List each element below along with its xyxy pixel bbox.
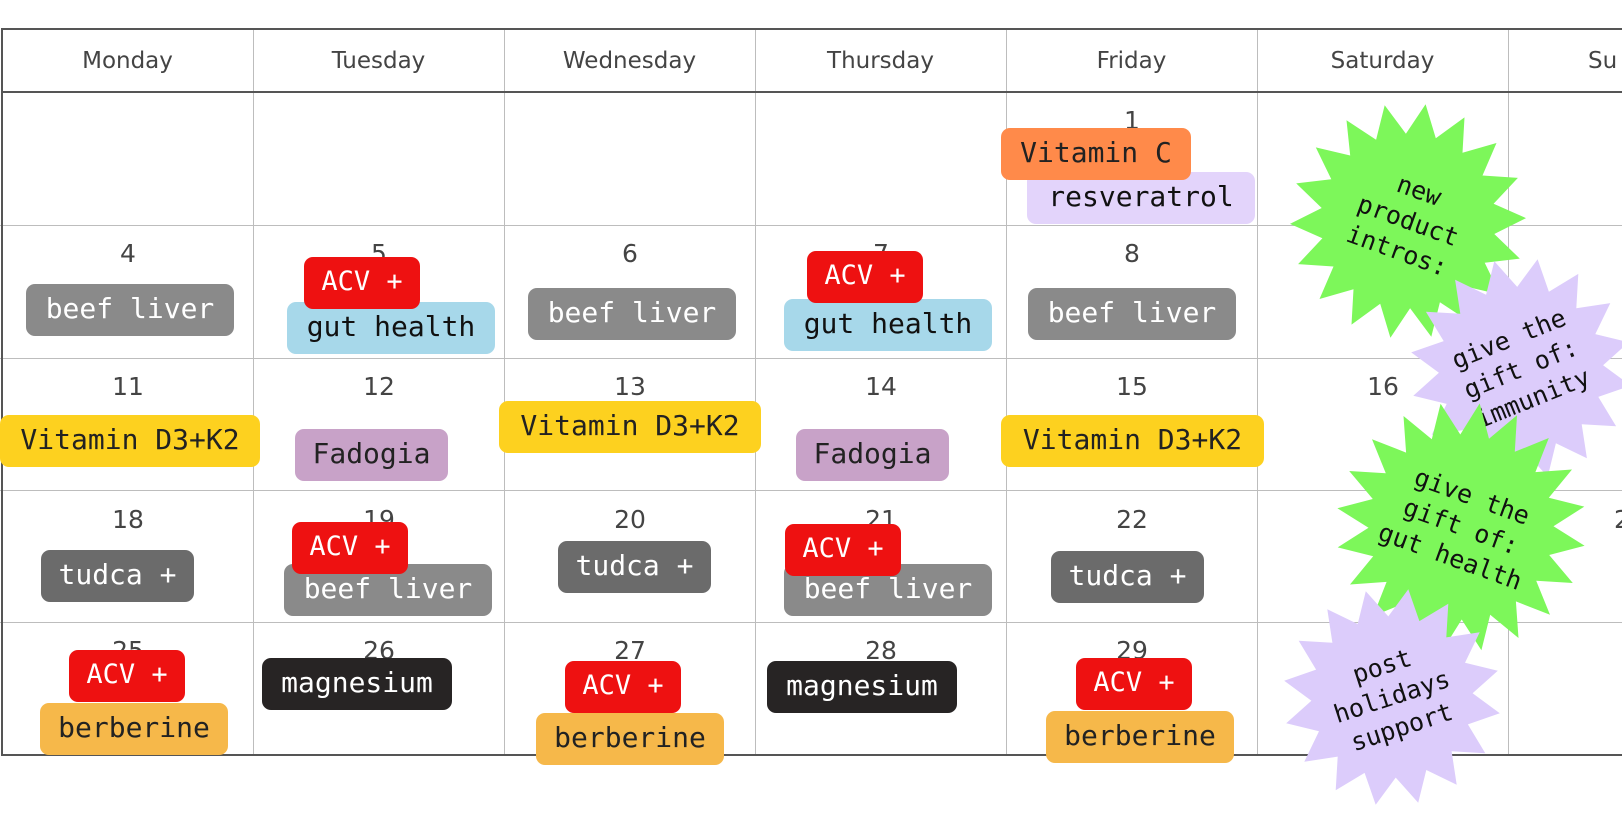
event-beef-liver[interactable]: beef liver: [1028, 288, 1236, 340]
event-tudca[interactable]: tudca +: [1051, 551, 1204, 603]
event-gut-health[interactable]: gut health: [287, 302, 495, 354]
calendar-frame: [1, 28, 1622, 756]
day-number: 15: [1116, 372, 1148, 401]
event-acv[interactable]: ACV +: [785, 524, 901, 576]
day-header-friday: Friday: [1096, 48, 1167, 74]
day-number: 16: [1367, 372, 1399, 401]
event-acv[interactable]: ACV +: [565, 661, 681, 713]
day-number: 4: [120, 239, 136, 268]
header-divider: [1, 91, 1622, 93]
grid-line: [0, 358, 1622, 359]
starburst-shape: [1284, 589, 1500, 805]
event-acv[interactable]: ACV +: [292, 522, 408, 574]
day-number: 13: [614, 372, 646, 401]
event-berberine[interactable]: berberine: [40, 703, 228, 755]
starburst-shape: [1411, 259, 1622, 479]
event-acv[interactable]: ACV +: [807, 251, 923, 303]
day-number: 27: [614, 636, 646, 665]
day-header-wednesday: Wednesday: [562, 48, 697, 74]
day-number: 8: [1124, 239, 1140, 268]
day-number: 1: [1124, 106, 1140, 135]
event-fadogia[interactable]: Fadogia: [295, 429, 448, 481]
day-number: 14: [865, 372, 897, 401]
event-resveratrol[interactable]: resveratrol: [1027, 172, 1255, 224]
grid-line: [253, 30, 254, 755]
day-number: 11: [112, 372, 144, 401]
event-vitamin-c[interactable]: Vitamin C: [1001, 128, 1191, 180]
event-acv[interactable]: ACV +: [69, 650, 185, 702]
grid-line: [1257, 30, 1258, 755]
event-beef-liver[interactable]: beef liver: [528, 288, 736, 340]
day-number: 18: [112, 505, 144, 534]
starburst-polygon: [1337, 403, 1585, 651]
grid-line: [755, 30, 756, 755]
event-magnesium[interactable]: magnesium: [262, 658, 452, 710]
day-number: 2: [1592, 505, 1622, 534]
event-tudca[interactable]: tudca +: [558, 541, 711, 593]
event-vitamin-d3-k2[interactable]: Vitamin D3+K2: [0, 415, 260, 467]
grid-line: [0, 225, 1622, 226]
starburst-polygon: [1290, 104, 1526, 338]
event-acv[interactable]: ACV +: [1076, 658, 1192, 710]
event-vitamin-d3-k2[interactable]: Vitamin D3+K2: [499, 401, 761, 453]
event-fadogia[interactable]: Fadogia: [796, 429, 949, 481]
day-number: 6: [622, 239, 638, 268]
day-header-monday: Monday: [82, 48, 173, 74]
grid-line: [504, 30, 505, 755]
day-number: 12: [363, 372, 395, 401]
grid-line: [0, 622, 1622, 623]
day-number: 22: [1116, 505, 1148, 534]
event-vitamin-d3-k2[interactable]: Vitamin D3+K2: [1001, 415, 1264, 467]
starburst-shape: [1290, 104, 1526, 338]
day-number: 20: [614, 505, 646, 534]
event-berberine[interactable]: berberine: [1046, 711, 1234, 763]
starburst-shape: [1337, 403, 1585, 651]
event-magnesium[interactable]: magnesium: [767, 661, 957, 713]
event-acv[interactable]: ACV +: [304, 257, 420, 309]
sticker-post-holidays-support[interactable]: post holidays support: [1283, 588, 1501, 806]
sticker-new-product-intros[interactable]: new product intros:: [1285, 103, 1531, 339]
day-header-saturday: Saturday: [1330, 48, 1435, 74]
sticker-gift-immunity[interactable]: give the gift of: immunity: [1410, 258, 1622, 480]
starburst-polygon: [1411, 259, 1622, 479]
event-berberine[interactable]: berberine: [536, 713, 724, 765]
starburst-polygon: [1284, 589, 1500, 805]
day-header-tuesday: Tuesday: [331, 48, 426, 74]
event-tudca[interactable]: tudca +: [41, 550, 194, 602]
event-gut-health[interactable]: gut health: [784, 299, 992, 351]
sticker-gift-gut-health[interactable]: give the gift of: gut health: [1320, 402, 1602, 652]
day-header-sunday: Su: [1588, 48, 1618, 74]
grid-line: [1006, 30, 1007, 755]
day-header-thursday: Thursday: [827, 48, 934, 74]
day-number: 28: [865, 636, 897, 665]
grid-line: [0, 490, 1622, 491]
event-beef-liver[interactable]: beef liver: [26, 284, 234, 336]
